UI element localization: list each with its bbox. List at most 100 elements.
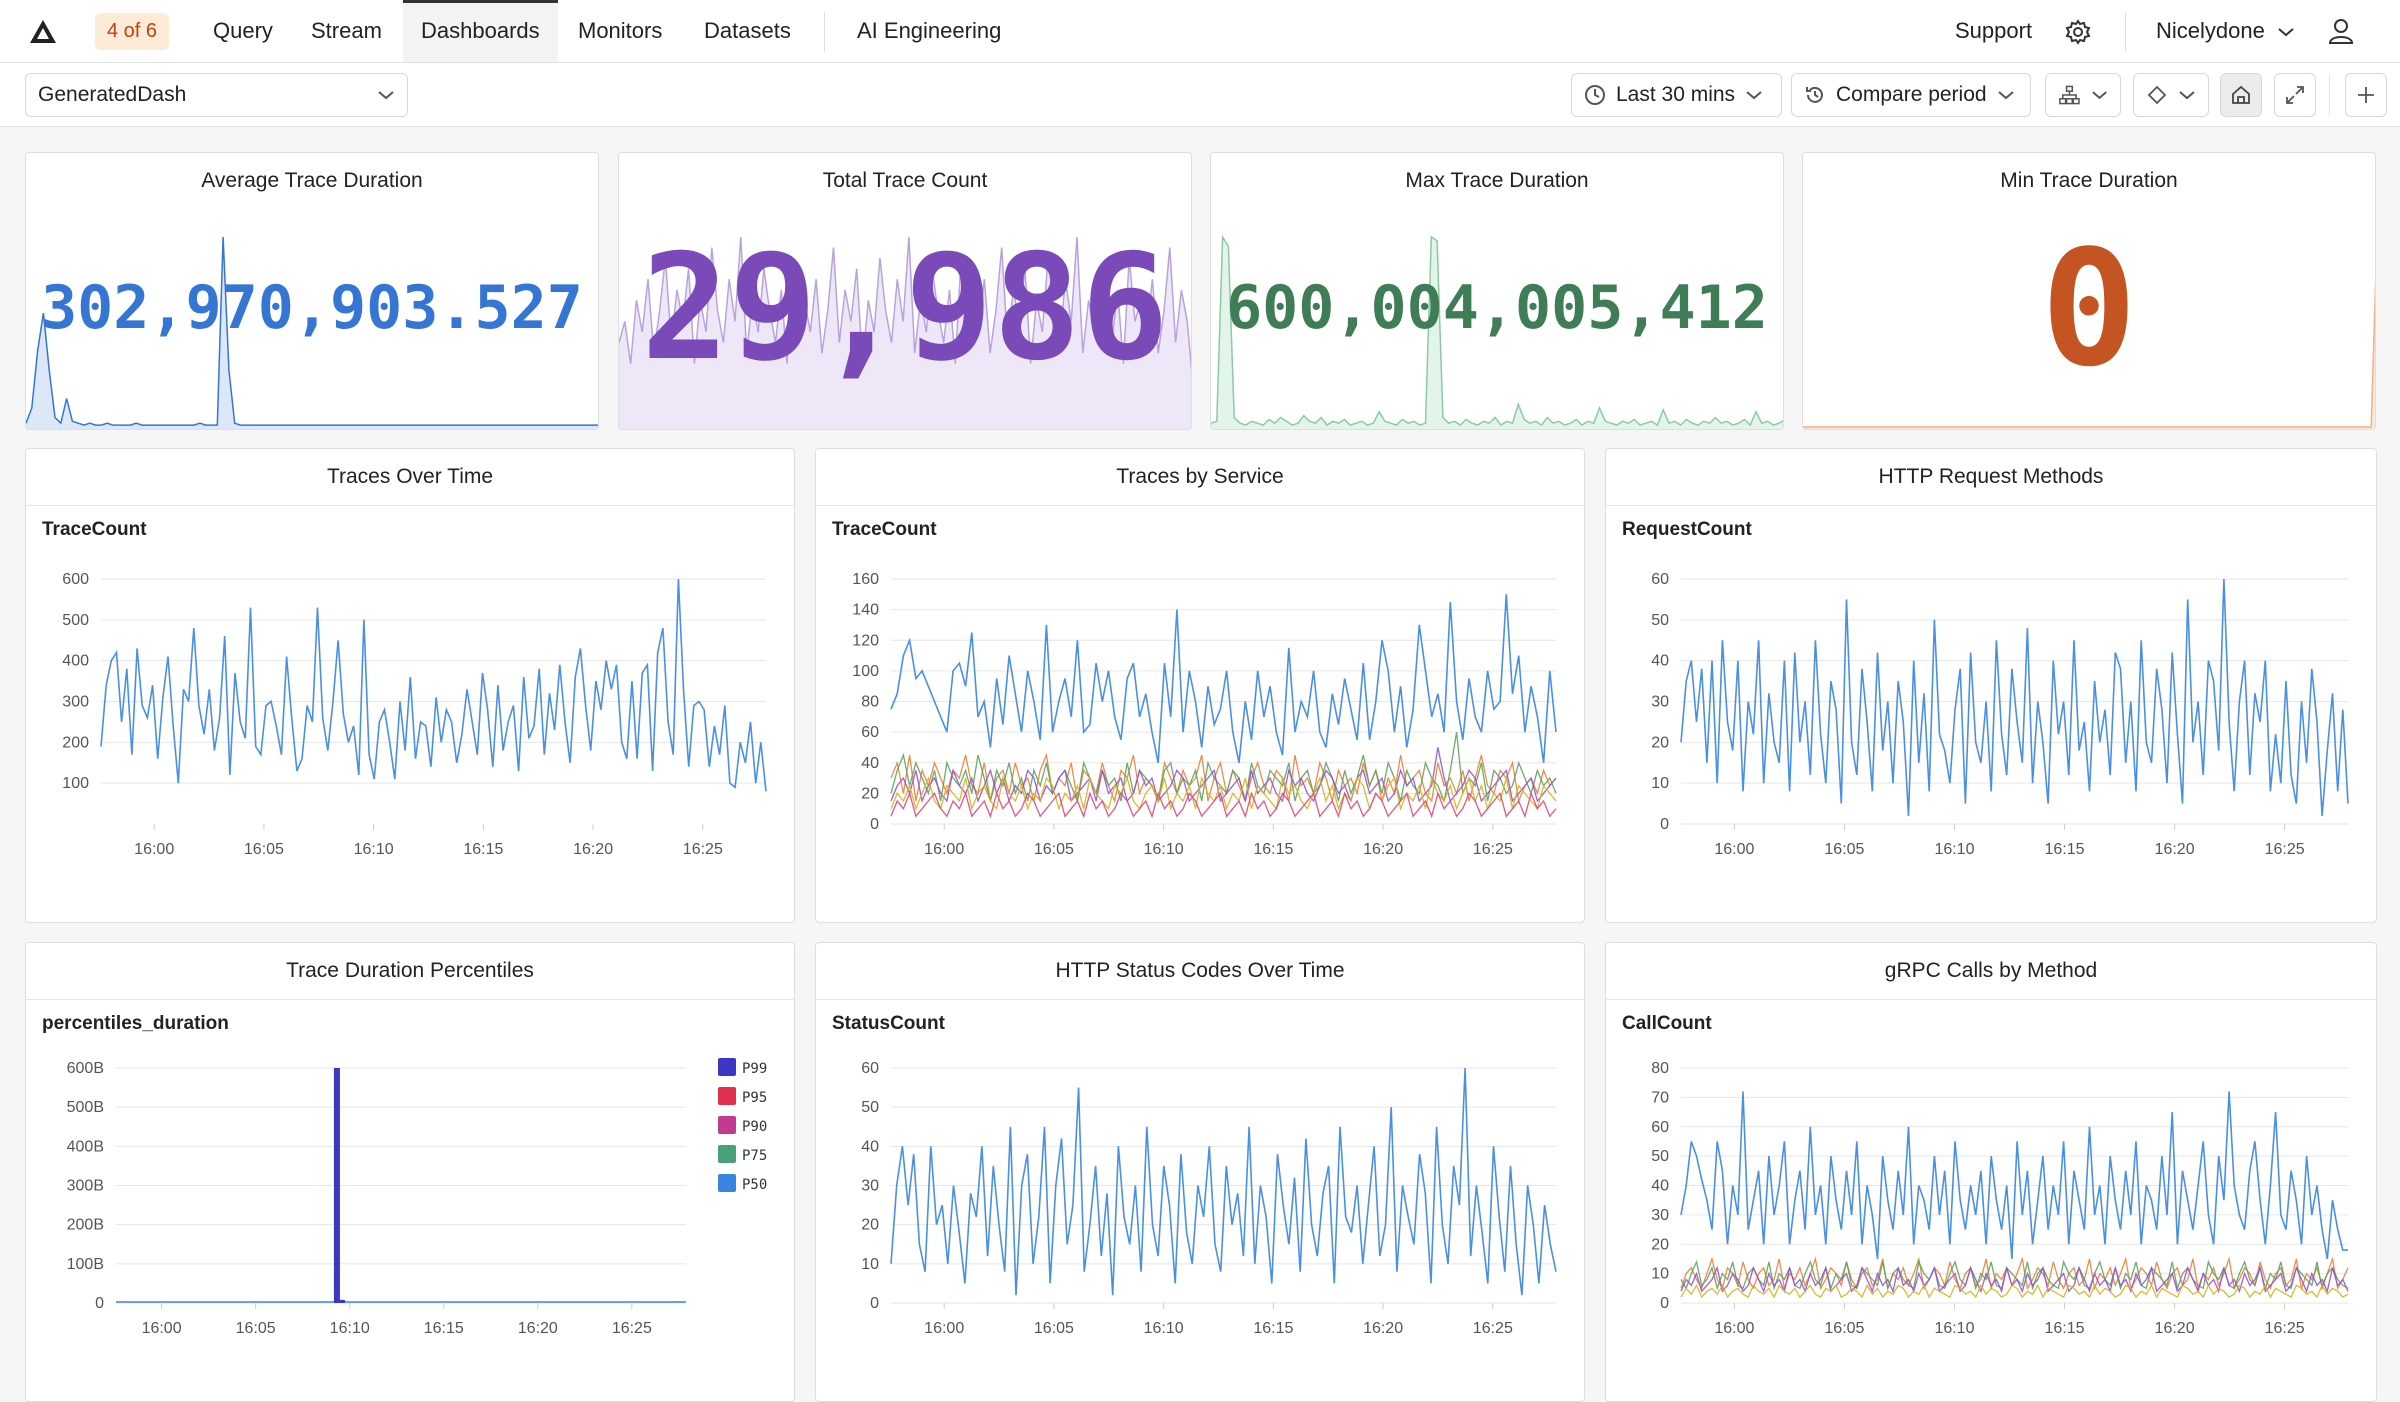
legend-label[interactable]: P95 bbox=[742, 1090, 767, 1106]
expand-button[interactable] bbox=[2274, 73, 2316, 117]
y-tick-label: 80 bbox=[1651, 1060, 1669, 1077]
legend-swatch bbox=[718, 1145, 736, 1163]
y-tick-label: 600B bbox=[67, 1060, 104, 1077]
nav-stream[interactable]: Stream bbox=[311, 18, 382, 43]
dashboard-select[interactable]: GeneratedDash bbox=[25, 73, 408, 117]
x-tick-label: 16:10 bbox=[354, 841, 394, 858]
chevron-down-icon bbox=[1746, 91, 1762, 100]
toolbar-divider bbox=[2329, 75, 2330, 115]
compare-period-button[interactable]: Compare period bbox=[1791, 73, 2031, 117]
annotations-button[interactable] bbox=[2133, 73, 2209, 117]
panel-title: Max Trace Duration bbox=[1405, 169, 1589, 192]
sparkline-line bbox=[619, 236, 1191, 372]
add-chart-button[interactable] bbox=[2345, 73, 2387, 117]
x-tick-label: 16:10 bbox=[1934, 1320, 1974, 1337]
compare-period-label: Compare period bbox=[1836, 83, 1987, 106]
y-tick-label: 100 bbox=[852, 663, 879, 680]
x-tick-label: 16:10 bbox=[1144, 841, 1184, 858]
bar-chart[interactable]: 0 100B 200B 300B 400B 500B 600B 16:00 16:05 16:10… bbox=[26, 1038, 795, 1398]
legend-label[interactable]: P90 bbox=[742, 1119, 767, 1135]
x-tick-label: 16:05 bbox=[1824, 1320, 1864, 1337]
y-tick-label: 30 bbox=[1651, 1207, 1669, 1224]
y-tick-label: 200 bbox=[62, 734, 89, 751]
stat-panel-average-trace-duration[interactable]: Average Trace Duration 302,970,903.527 bbox=[25, 152, 599, 430]
chart-panel-trace-duration-percentiles[interactable]: Trace Duration Percentiles percentiles_d… bbox=[25, 942, 795, 1402]
chart-panel-traces-by-service[interactable]: Traces by Service TraceCount 0 20 40 60 80 10… bbox=[815, 448, 1585, 923]
support-link[interactable]: Support bbox=[1955, 18, 2033, 43]
diamond-icon bbox=[2147, 85, 2167, 105]
y-tick-label: 140 bbox=[852, 602, 879, 619]
home-icon bbox=[2232, 85, 2250, 104]
chart-panel-traces-over-time[interactable]: Traces Over Time TraceCount 100 200 300 400… bbox=[25, 448, 795, 923]
user-divider bbox=[2125, 12, 2126, 52]
chart-panel-http-status-codes[interactable]: HTTP Status Codes Over Time StatusCount … bbox=[815, 942, 1585, 1402]
y-tick-label: 300B bbox=[67, 1178, 104, 1195]
series-line[interactable] bbox=[890, 775, 1557, 811]
x-tick-label: 16:15 bbox=[1253, 841, 1293, 858]
series-line[interactable] bbox=[890, 752, 1557, 804]
x-tick-label: 16:20 bbox=[518, 1320, 558, 1337]
legend-swatch bbox=[718, 1058, 736, 1076]
x-tick-label: 16:20 bbox=[1363, 1320, 1403, 1337]
line-chart[interactable]: 0 10 20 30 40 50 60 16:00 16:05 16:10 16:15 16:20 16… bbox=[816, 1038, 1585, 1398]
p99-bar[interactable] bbox=[339, 1299, 345, 1303]
legend-label[interactable]: P50 bbox=[742, 1177, 767, 1193]
panel-title: Traces Over Time bbox=[326, 465, 494, 488]
home-button[interactable] bbox=[2220, 73, 2262, 117]
stat-panel-total-trace-count[interactable]: Total Trace Count 29,986 bbox=[618, 152, 1192, 430]
stat-panel-max-trace-duration[interactable]: Max Trace Duration 600,004,005,412 bbox=[1210, 152, 1784, 430]
chart-panel-grpc-calls-by-method[interactable]: gRPC Calls by Method CallCount 0 10 20 30 40… bbox=[1605, 942, 2377, 1402]
stat-value: 302,970,903.527 bbox=[41, 273, 583, 343]
time-range-picker[interactable]: Last 30 mins bbox=[1571, 73, 1782, 117]
x-tick-label: 16:15 bbox=[1253, 1320, 1293, 1337]
notification-badge[interactable]: 4 of 6 bbox=[95, 13, 170, 50]
axiom-logo-icon[interactable] bbox=[28, 18, 58, 46]
nav-query[interactable]: Query bbox=[213, 18, 273, 43]
legend-label[interactable]: P75 bbox=[742, 1148, 767, 1164]
clock-icon bbox=[1585, 85, 1605, 105]
series-line[interactable] bbox=[890, 1067, 1557, 1296]
y-tick-label: 40 bbox=[861, 755, 879, 772]
line-chart[interactable]: 0 10 20 30 40 50 60 70 80 16:00 16:05 16:10 16:15 16:… bbox=[1606, 1038, 2377, 1398]
series-line[interactable] bbox=[890, 791, 1557, 819]
line-chart[interactable]: 0 20 40 60 80 100 120 140 160 16:00 16:05 16:10 16:1… bbox=[816, 549, 1585, 919]
y-tick-label: 50 bbox=[861, 1099, 879, 1116]
y-tick-label: 160 bbox=[852, 571, 879, 588]
top-navigation-bar: 4 of 6 Query Stream Dashboards Monitors … bbox=[0, 0, 2400, 63]
line-chart[interactable]: 100 200 300 400 500 600 16:00 16:05 16:10 16:15 16… bbox=[26, 549, 795, 919]
user-avatar-icon[interactable] bbox=[2327, 17, 2355, 45]
series-line[interactable] bbox=[890, 594, 1557, 763]
group-by-button[interactable] bbox=[2045, 73, 2121, 117]
panel-header bbox=[816, 449, 1584, 506]
legend-label[interactable]: P99 bbox=[742, 1061, 767, 1077]
nav-monitors[interactable]: Monitors bbox=[578, 18, 663, 43]
y-tick-label: 50 bbox=[1651, 612, 1669, 629]
x-tick-label: 16:05 bbox=[1034, 841, 1074, 858]
p99-bar[interactable] bbox=[333, 1068, 340, 1303]
x-tick-label: 16:00 bbox=[142, 1320, 182, 1337]
x-tick-label: 16:20 bbox=[1363, 841, 1403, 858]
nav-datasets[interactable]: Datasets bbox=[704, 18, 791, 43]
nav-ai-engineering[interactable]: AI Engineering bbox=[857, 18, 1002, 43]
line-chart[interactable]: 0 10 20 30 40 50 60 16:00 16:05 16:10 16:15 16:20 16… bbox=[1606, 549, 2377, 919]
y-tick-label: 30 bbox=[861, 1178, 879, 1195]
stat-panel-min-trace-duration[interactable]: Min Trace Duration 0 bbox=[1802, 152, 2376, 430]
series-line[interactable] bbox=[1680, 1265, 2349, 1294]
stat-value: 0 bbox=[2040, 214, 2138, 402]
series-line[interactable] bbox=[100, 578, 767, 792]
x-tick-label: 16:25 bbox=[683, 841, 723, 858]
x-tick-label: 16:20 bbox=[2155, 841, 2195, 858]
series-line[interactable] bbox=[1680, 578, 2349, 816]
nav-dashboards[interactable]: Dashboards bbox=[403, 0, 558, 62]
series-line[interactable] bbox=[1680, 1091, 2348, 1260]
series-line[interactable] bbox=[1680, 1283, 2349, 1299]
hierarchy-icon bbox=[2059, 85, 2080, 105]
workspace-menu[interactable]: Nicelydone bbox=[2156, 0, 2295, 62]
y-tick-label: 40 bbox=[1651, 653, 1669, 670]
settings-gear-icon[interactable] bbox=[2065, 19, 2091, 45]
y-axis-label: RequestCount bbox=[1622, 519, 1752, 540]
x-tick-label: 16:10 bbox=[1934, 841, 1974, 858]
legend-swatch bbox=[718, 1174, 736, 1192]
chart-panel-http-request-methods[interactable]: HTTP Request Methods RequestCount 0 10 20 3… bbox=[1605, 448, 2377, 923]
panel-title: HTTP Request Methods bbox=[1878, 465, 2104, 488]
